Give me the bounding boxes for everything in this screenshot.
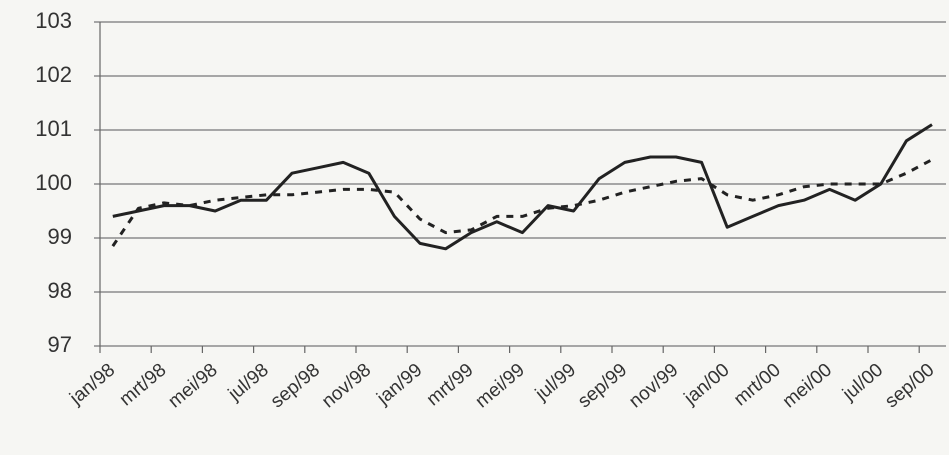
x-tick-label: jan/00: [680, 360, 734, 410]
x-tick-label: jan/99: [373, 360, 427, 410]
y-tick-label: 101: [35, 116, 72, 141]
y-tick-label: 98: [48, 278, 72, 303]
line-series: [111, 158, 933, 247]
y-tick-label: 97: [48, 332, 72, 357]
x-tick-label: sep/98: [267, 360, 324, 413]
y-tick-label: 102: [35, 62, 72, 87]
x-tick-label: jul/98: [224, 360, 273, 406]
x-tick-label: mei/99: [472, 360, 529, 413]
x-tick-label: mrt/98: [116, 360, 171, 411]
x-tick-label: sep/99: [574, 360, 631, 413]
x-tick-label: jan/98: [65, 360, 119, 410]
x-tick-label: mei/00: [779, 360, 836, 413]
y-tick-label: 100: [35, 170, 72, 195]
x-tick-label: mei/98: [164, 360, 221, 413]
x-tick-label: mrt/99: [423, 360, 478, 411]
y-tick-label: 103: [35, 8, 72, 33]
x-tick-label: sep/00: [881, 360, 938, 413]
x-tick-label: nov/98: [318, 360, 375, 413]
x-tick-label: mrt/00: [730, 360, 785, 411]
y-tick-label: 99: [48, 224, 72, 249]
x-tick-label: jul/00: [838, 360, 887, 406]
x-tick-label: jul/99: [531, 360, 580, 406]
line-series: [112, 123, 933, 251]
x-tick-label: nov/99: [625, 360, 682, 413]
